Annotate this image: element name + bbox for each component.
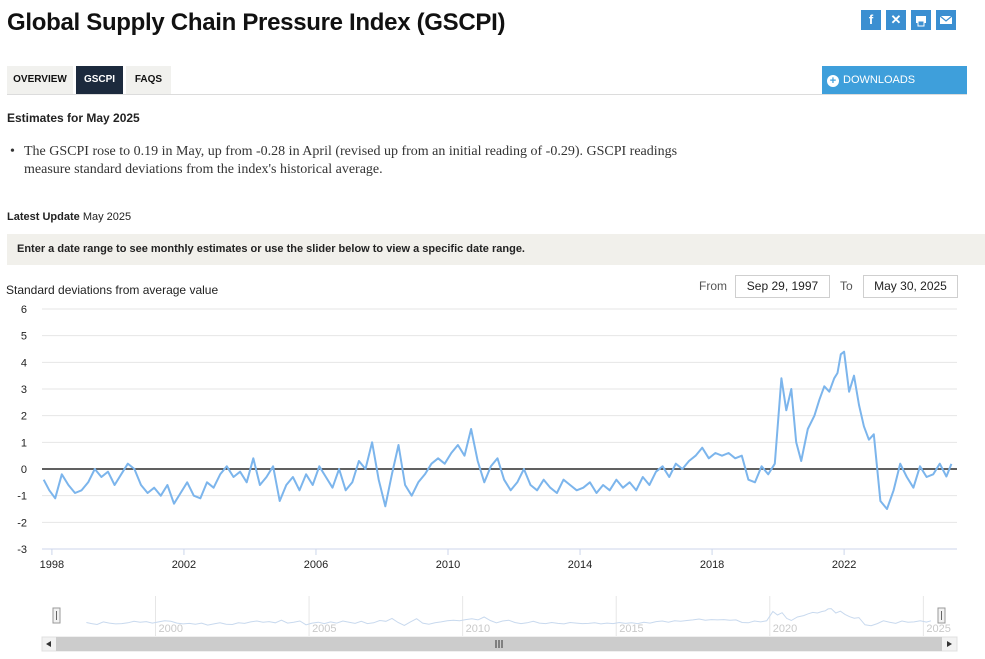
plus-icon: +: [827, 75, 839, 87]
navigator-tick-label: 2025: [926, 623, 950, 635]
y-tick-label: 4: [21, 357, 27, 369]
y-tick-label: 2: [21, 411, 27, 423]
print-icon[interactable]: [911, 10, 931, 30]
facebook-icon[interactable]: f: [861, 10, 881, 30]
navigator-tick-label: 2020: [773, 623, 797, 635]
tabs-divider: [7, 94, 967, 95]
y-tick-label: 6: [21, 304, 27, 316]
y-axis-title: Standard deviations from average value: [6, 283, 219, 297]
scroll-right-arrow-icon[interactable]: [947, 641, 952, 647]
from-label: From: [699, 279, 727, 293]
navigator-tick-label: 2005: [312, 623, 336, 635]
instructions-text: Enter a date range to see monthly estima…: [17, 243, 525, 255]
y-tick-label: 5: [21, 331, 27, 343]
instructions-banner: Enter a date range to see monthly estima…: [7, 234, 985, 265]
y-tick-label: -2: [17, 517, 27, 529]
gscpi-series-line: [42, 350, 953, 510]
bullet-dot: •: [10, 144, 15, 159]
to-label: To: [840, 279, 853, 293]
tab-faqs[interactable]: FAQS: [126, 66, 171, 94]
navigator-tick-label: 2000: [159, 623, 183, 635]
navigator-tick-label: 2015: [619, 623, 643, 635]
y-tick-label: 0: [21, 464, 27, 476]
x-tick-label: 2002: [172, 559, 196, 571]
scrollbar-grip-icon: [495, 640, 503, 648]
from-date-input[interactable]: Sep 29, 1997: [735, 275, 830, 298]
latest-update-value: May 2025: [82, 211, 132, 223]
page-title: Global Supply Chain Pressure Index (GSCP…: [7, 9, 506, 36]
to-date-input[interactable]: May 30, 2025: [863, 275, 958, 298]
x-icon[interactable]: ✕: [886, 10, 906, 30]
summary-text: The GSCPI rose to 0.19 in May, up from -…: [24, 144, 678, 177]
latest-update-label: Latest Update: [7, 211, 80, 223]
downloads-button[interactable]: + DOWNLOADS: [822, 66, 967, 94]
downloads-label: DOWNLOADS: [843, 74, 916, 86]
tab-overview[interactable]: OVERVIEW: [7, 66, 73, 94]
x-tick-label: 2014: [568, 559, 592, 571]
x-tick-label: 2006: [304, 559, 328, 571]
x-tick-label: 2022: [832, 559, 856, 571]
x-tick-label: 1998: [40, 559, 64, 571]
latest-update: Latest Update May 2025: [7, 211, 131, 223]
y-tick-label: -3: [17, 544, 27, 556]
x-tick-label: 2010: [436, 559, 460, 571]
y-tick-label: 3: [21, 384, 27, 396]
estimates-heading: Estimates for May 2025: [7, 111, 140, 125]
scroll-left-arrow-icon[interactable]: [46, 641, 51, 647]
navigator-area: [48, 596, 951, 636]
y-tick-label: 1: [21, 437, 27, 449]
x-tick-label: 2018: [700, 559, 724, 571]
tab-gscpi[interactable]: GSCPI: [76, 66, 123, 94]
y-tick-label: -1: [17, 491, 27, 503]
navigator-series: [86, 608, 932, 627]
navigator-tick-label: 2010: [466, 623, 490, 635]
email-icon[interactable]: [936, 10, 956, 30]
